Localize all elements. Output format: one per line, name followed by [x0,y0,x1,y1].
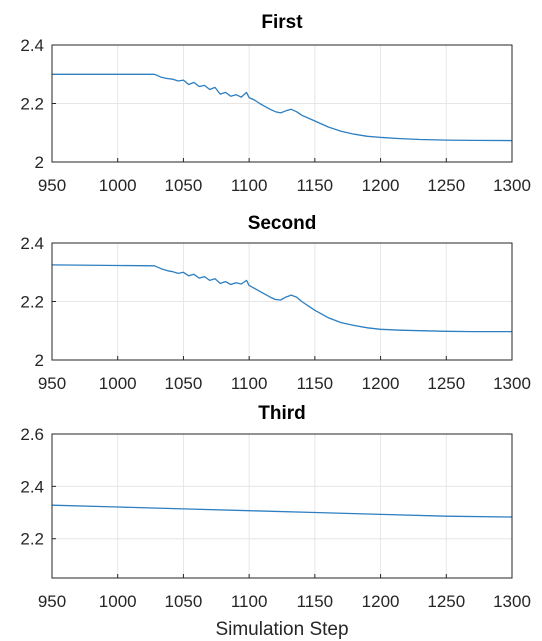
x-tick-label: 1200 [362,176,400,195]
x-tick-label: 950 [38,592,66,611]
x-tick-label: 1200 [362,374,400,393]
y-tick-label: 2.2 [20,293,44,312]
x-tick-label: 1300 [493,592,531,611]
chart-title: Third [258,403,306,424]
x-tick-label: 1250 [427,592,465,611]
x-tick-label: 1000 [99,592,137,611]
y-tick-label: 2.2 [20,530,44,549]
series-line [51,264,512,333]
x-tick-label: 1050 [165,176,203,195]
x-tick-label: 1300 [493,374,531,393]
series-line [52,73,513,142]
x-tick-label: 950 [38,374,66,393]
y-tick-label: 2.4 [20,477,44,496]
x-tick-label: 1150 [297,592,334,611]
chart-title: Second [248,213,317,234]
chart-second: 950 1000 1050 1100 1150 1200 1250 1300 2 2.2 2.4 Se… [20,213,531,393]
y-tick-label: 2.4 [20,36,44,55]
x-tick-label: 1200 [362,592,400,611]
x-tick-label: 1250 [427,374,465,393]
y-tick-label: 2.2 [20,95,44,114]
y-tick-label: 2.4 [20,234,44,253]
x-tick-label: 1100 [231,374,268,393]
y-tick-label: 2 [35,153,44,172]
y-tick-label: 2 [35,351,44,370]
x-tick-label: 1100 [231,592,268,611]
x-tick-label: 1100 [231,176,268,195]
x-axis-label: Simulation Step [215,619,348,640]
x-tick-label: 1250 [427,176,465,195]
axes-box [51,433,513,579]
x-tick-label: 1050 [165,374,203,393]
x-tick-label: 1150 [297,176,334,195]
x-tick-label: 950 [38,176,66,195]
x-tick-label: 1050 [165,592,203,611]
y-tick-label: 2.6 [20,425,44,444]
plot-area [52,434,512,578]
chart-third: 950 1000 1050 1100 1150 1200 1250 1300 2.2 2.4 2.6… [20,403,531,640]
x-tick-label: 1000 [99,176,137,195]
x-tick-label: 1300 [493,176,531,195]
x-tick-label: 1150 [297,374,334,393]
chart-title: First [261,12,303,33]
series-line [51,504,513,518]
x-tick-label: 1000 [99,374,137,393]
chart-first: 950 1000 1050 1100 1150 1200 1250 1300 2 2.2 2.4 Fi… [20,12,531,195]
